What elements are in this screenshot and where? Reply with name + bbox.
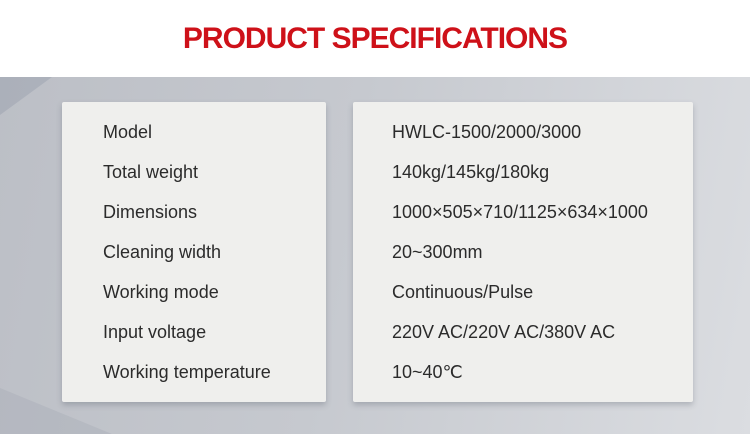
- spec-label-working-temperature: Working temperature: [103, 362, 271, 382]
- spec-value-dimensions: 1000×505×710/1125×634×1000: [392, 202, 648, 222]
- spec-labels-card: Model Total weight Dimensions Cleaning w…: [62, 102, 326, 402]
- page-title: PRODUCT SPECIFICATIONS: [182, 21, 568, 55]
- spec-label-input-voltage: Input voltage: [103, 322, 207, 342]
- spec-values-card: HWLC-1500/2000/3000 140kg/145kg/180kg 10…: [353, 102, 693, 402]
- spec-value-working-mode: Continuous/Pulse: [392, 282, 534, 302]
- spec-label-model: Model: [103, 122, 153, 142]
- header: PRODUCT SPECIFICATIONS: [0, 0, 750, 77]
- spec-value-total-weight: 140kg/145kg/180kg: [392, 162, 550, 182]
- spec-value-model: HWLC-1500/2000/3000: [392, 122, 582, 142]
- spec-value-working-temperature: 10~40℃: [392, 362, 463, 382]
- spec-label-total-weight: Total weight: [103, 162, 199, 182]
- spec-label-dimensions: Dimensions: [103, 202, 198, 222]
- spec-label-cleaning-width: Cleaning width: [103, 242, 222, 262]
- spec-label-working-mode: Working mode: [103, 282, 219, 302]
- spec-value-input-voltage: 220V AC/220V AC/380V AC: [392, 322, 616, 342]
- spec-value-cleaning-width: 20~300mm: [392, 242, 483, 262]
